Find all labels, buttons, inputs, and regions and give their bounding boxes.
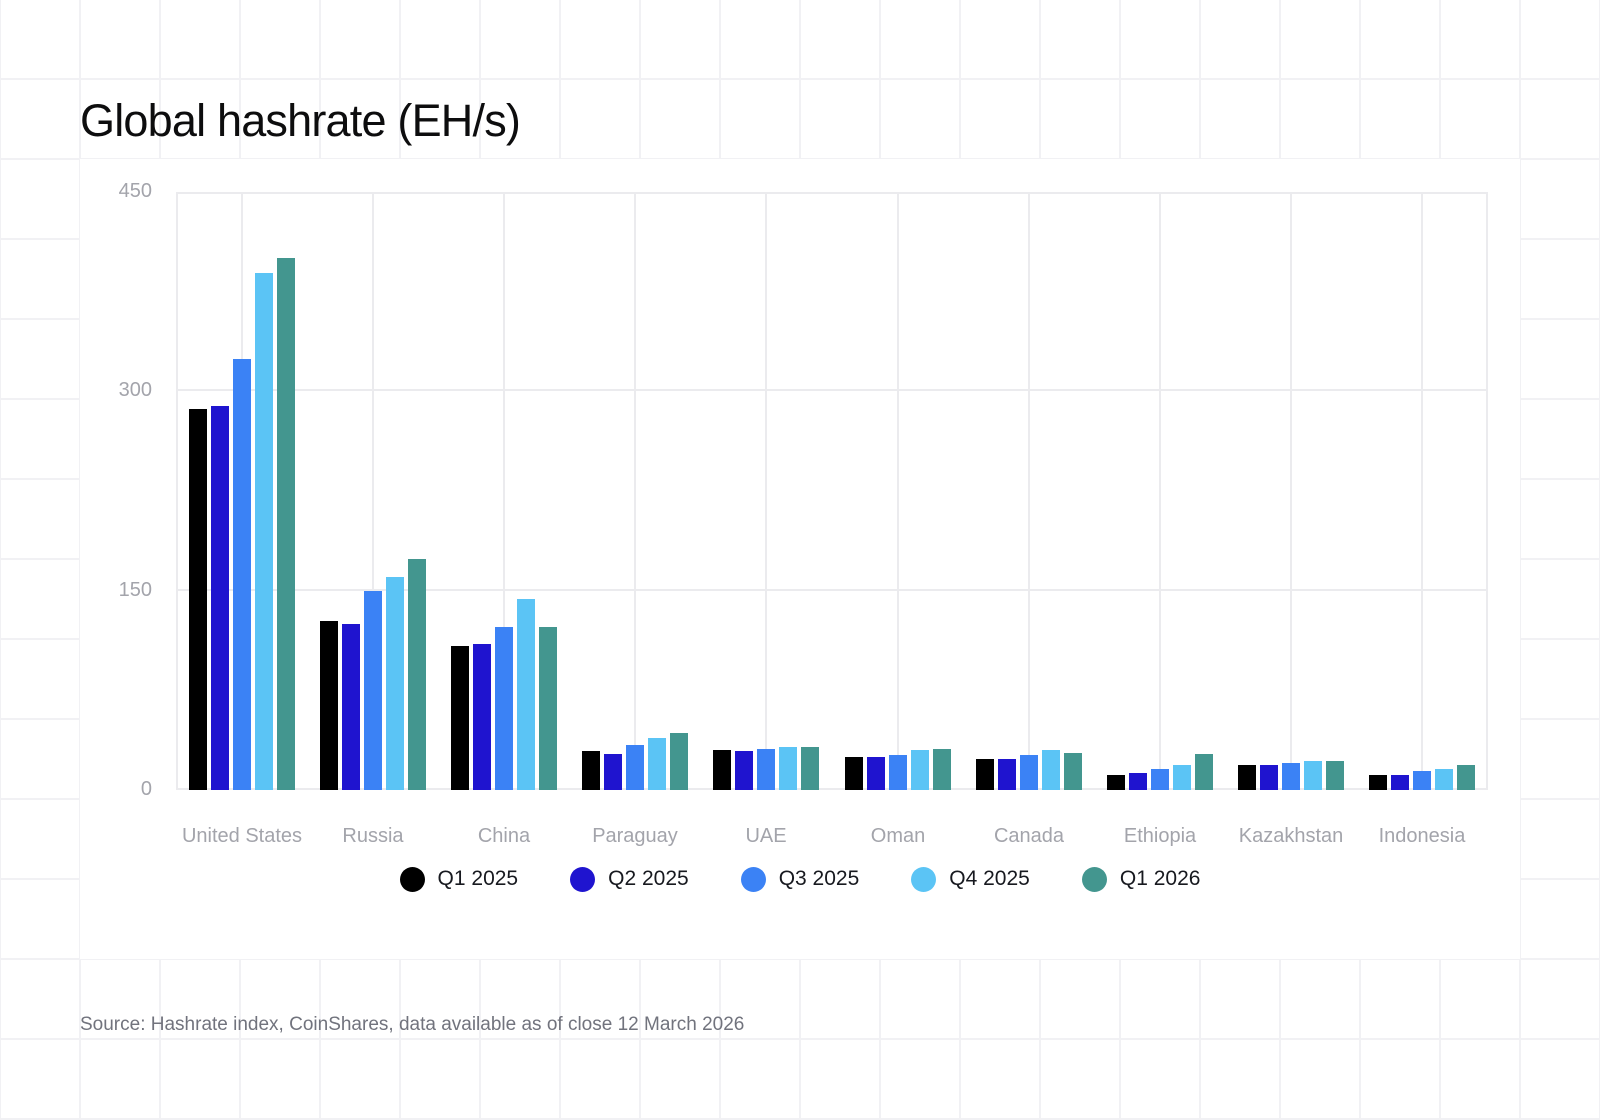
gridline-horizontal xyxy=(176,788,1488,790)
legend-swatch xyxy=(399,866,425,892)
bar xyxy=(451,646,469,790)
bar xyxy=(1369,775,1387,790)
y-axis-tick: 150 xyxy=(118,579,152,601)
gridline-vertical xyxy=(1028,192,1030,790)
x-axis-label: UAE xyxy=(745,825,787,847)
bar xyxy=(1457,765,1475,790)
bar xyxy=(582,751,600,790)
bar xyxy=(1391,775,1409,790)
x-axis-label: Paraguay xyxy=(592,825,678,847)
bar xyxy=(648,738,666,790)
legend-swatch xyxy=(740,866,766,892)
bar xyxy=(211,406,229,790)
bar xyxy=(473,644,491,790)
x-axis-label: Russia xyxy=(342,825,404,847)
bar xyxy=(713,750,731,790)
bar xyxy=(1413,771,1431,790)
x-axis-label: Indonesia xyxy=(1378,825,1466,847)
legend-label: Q1 2025 xyxy=(437,867,519,890)
page-title: Global hashrate (EH/s) xyxy=(80,95,521,147)
bar xyxy=(1042,750,1060,790)
chart-card: 0 150 300 450 United States Russia China Parag… xyxy=(80,159,1520,959)
y-axis-tick: 450 xyxy=(118,180,152,202)
gridline-horizontal xyxy=(176,389,1488,391)
bar xyxy=(1064,753,1082,790)
bar xyxy=(670,733,688,790)
x-axis-label: Canada xyxy=(993,825,1065,847)
bar xyxy=(626,745,644,790)
bar xyxy=(845,757,863,790)
x-axis-label: Ethiopia xyxy=(1123,825,1197,847)
legend-label: Q3 2025 xyxy=(778,867,860,890)
bar xyxy=(277,258,295,790)
bar xyxy=(998,759,1016,790)
bar xyxy=(364,591,382,790)
y-axis-tick: 300 xyxy=(118,379,152,401)
gridline-horizontal xyxy=(176,192,1488,194)
x-axis-label: Kazakhstan xyxy=(1238,825,1344,847)
bar xyxy=(933,749,951,790)
bar xyxy=(1304,761,1322,790)
gridline-vertical xyxy=(503,192,505,790)
legend-swatch xyxy=(570,866,596,892)
bar xyxy=(1020,755,1038,790)
bar xyxy=(1260,765,1278,790)
legend-item: Q2 2025 xyxy=(570,866,689,892)
x-axis-label: Oman xyxy=(870,825,926,847)
bar xyxy=(342,624,360,790)
bar xyxy=(539,627,557,790)
legend: Q1 2025 Q2 2025 Q3 2025 Q4 2025 Q1 2026 xyxy=(80,866,1520,892)
bar xyxy=(517,599,535,790)
legend-item: Q3 2025 xyxy=(740,866,860,892)
bar xyxy=(495,627,513,790)
bar xyxy=(1151,769,1169,790)
gridline-vertical xyxy=(634,192,636,790)
gridline-vertical xyxy=(1159,192,1161,790)
legend-item: Q1 2025 xyxy=(399,866,519,892)
x-axis-label: United States xyxy=(181,825,303,847)
bar xyxy=(867,757,885,790)
bar xyxy=(1107,775,1125,790)
bar xyxy=(801,747,819,790)
bar xyxy=(604,754,622,790)
legend-item: Q4 2025 xyxy=(911,866,1030,892)
bar xyxy=(1195,754,1213,790)
bar xyxy=(1173,765,1191,790)
legend-swatch xyxy=(1081,866,1107,892)
bar xyxy=(386,577,404,790)
gridline-horizontal xyxy=(176,589,1488,591)
bar xyxy=(889,755,907,790)
bar xyxy=(233,359,251,790)
legend-label: Q1 2026 xyxy=(1119,867,1201,890)
gridline-vertical xyxy=(1290,192,1292,790)
bar xyxy=(189,409,207,790)
bar xyxy=(735,751,753,790)
y-axis-tick: 0 xyxy=(140,778,152,800)
bar xyxy=(1435,769,1453,790)
bar xyxy=(976,759,994,790)
source-note: Source: Hashrate index, CoinShares, data… xyxy=(80,1014,745,1035)
gridline-vertical xyxy=(897,192,899,790)
legend-label: Q2 2025 xyxy=(608,867,689,890)
bar xyxy=(408,559,426,790)
bar xyxy=(1326,761,1344,790)
plot-area xyxy=(176,192,1488,790)
legend-swatch xyxy=(911,866,937,892)
bar xyxy=(1282,763,1300,790)
bar xyxy=(911,750,929,790)
plot-border xyxy=(176,192,178,790)
gridline-vertical xyxy=(1421,192,1423,790)
bar xyxy=(255,273,273,790)
legend-item: Q1 2026 xyxy=(1081,866,1201,892)
bar xyxy=(320,621,338,790)
gridline-vertical xyxy=(372,192,374,790)
legend-label: Q4 2025 xyxy=(949,867,1030,890)
bar xyxy=(779,747,797,790)
gridline-vertical xyxy=(765,192,767,790)
plot-border xyxy=(1486,192,1488,790)
bar xyxy=(757,749,775,790)
bar xyxy=(1129,773,1147,790)
x-axis-label: China xyxy=(477,825,531,847)
bar xyxy=(1238,765,1256,790)
